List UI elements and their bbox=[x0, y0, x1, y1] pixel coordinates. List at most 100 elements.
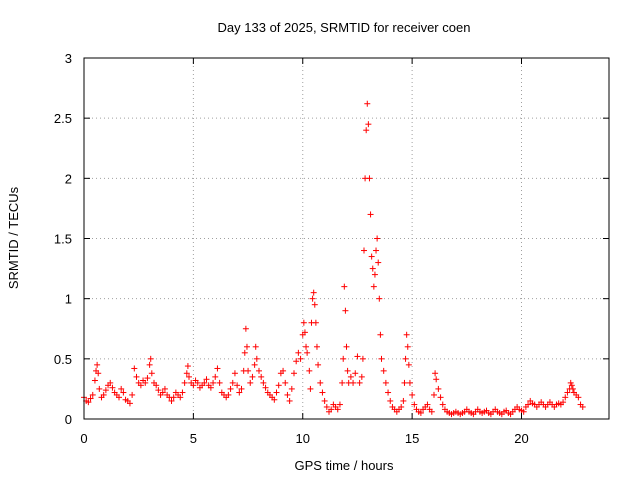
data-point bbox=[85, 399, 92, 406]
data-point bbox=[225, 391, 232, 398]
data-point bbox=[207, 384, 214, 391]
data-point bbox=[249, 373, 256, 380]
data-point bbox=[258, 373, 265, 380]
data-point bbox=[253, 355, 260, 362]
x-tick-label: 15 bbox=[405, 431, 419, 446]
data-point bbox=[560, 399, 567, 406]
data-point bbox=[387, 397, 394, 404]
data-point bbox=[256, 367, 262, 374]
x-tick-label: 5 bbox=[190, 431, 197, 446]
data-point bbox=[153, 382, 160, 389]
data-point bbox=[568, 382, 575, 389]
data-point bbox=[319, 389, 326, 396]
data-point bbox=[354, 353, 361, 360]
data-point bbox=[303, 343, 310, 350]
data-point bbox=[520, 408, 527, 415]
data-point bbox=[340, 355, 347, 362]
data-point bbox=[356, 379, 363, 386]
data-point bbox=[342, 307, 349, 314]
x-axis-label: GPS time / hours bbox=[295, 458, 394, 473]
data-point bbox=[411, 401, 418, 408]
data-point bbox=[439, 401, 446, 408]
data-point bbox=[155, 387, 162, 394]
data-point bbox=[100, 391, 107, 398]
data-point bbox=[116, 394, 122, 401]
data-point bbox=[363, 127, 370, 134]
data-point bbox=[334, 406, 341, 413]
data-point bbox=[323, 403, 330, 410]
data-point bbox=[89, 391, 96, 398]
data-point bbox=[328, 406, 335, 413]
data-point bbox=[227, 385, 234, 392]
y-tick-label: 0.5 bbox=[54, 352, 72, 367]
data-point bbox=[184, 363, 191, 370]
data-point bbox=[376, 295, 383, 302]
data-point bbox=[309, 295, 316, 302]
data-point bbox=[311, 301, 318, 308]
data-point bbox=[382, 379, 389, 386]
data-point bbox=[365, 121, 372, 128]
data-point bbox=[144, 375, 151, 382]
data-point bbox=[315, 361, 322, 368]
data-point bbox=[321, 397, 328, 404]
data-point bbox=[562, 394, 569, 401]
data-point bbox=[385, 389, 392, 396]
data-point bbox=[282, 379, 289, 386]
data-point bbox=[306, 367, 313, 374]
data-point bbox=[234, 382, 241, 389]
data-point bbox=[378, 355, 385, 362]
data-point bbox=[170, 394, 177, 401]
data-point bbox=[417, 409, 424, 416]
data-point bbox=[564, 389, 571, 396]
y-tick-label: 3 bbox=[65, 51, 72, 66]
data-point bbox=[133, 373, 140, 380]
data-point bbox=[242, 325, 249, 332]
data-point bbox=[575, 394, 582, 401]
data-point bbox=[96, 385, 103, 392]
data-point bbox=[336, 401, 343, 408]
data-point bbox=[118, 385, 125, 392]
data-point bbox=[247, 379, 254, 386]
data-point bbox=[236, 389, 243, 396]
data-point bbox=[437, 394, 444, 401]
data-point bbox=[380, 367, 387, 374]
data-point bbox=[212, 373, 219, 380]
data-point bbox=[347, 373, 354, 380]
x-tick-label: 10 bbox=[296, 431, 310, 446]
data-point bbox=[432, 370, 439, 377]
data-point bbox=[359, 355, 366, 362]
data-point bbox=[271, 396, 278, 403]
grid-lines bbox=[84, 58, 609, 419]
data-point bbox=[181, 379, 188, 386]
data-point bbox=[373, 247, 380, 254]
data-point bbox=[358, 373, 365, 380]
data-point bbox=[179, 389, 186, 396]
data-point bbox=[214, 365, 221, 372]
data-point bbox=[312, 319, 319, 326]
data-point bbox=[194, 379, 201, 386]
data-point bbox=[201, 379, 208, 386]
data-point bbox=[404, 343, 411, 350]
data-point bbox=[210, 379, 217, 386]
data-point bbox=[317, 379, 324, 386]
data-point bbox=[245, 367, 252, 374]
data-point bbox=[87, 395, 94, 402]
data-point bbox=[350, 379, 357, 386]
data-point bbox=[304, 349, 311, 356]
data-point bbox=[107, 379, 114, 386]
data-point bbox=[147, 355, 154, 362]
data-point bbox=[398, 403, 405, 410]
plot-frame bbox=[83, 57, 610, 420]
data-point bbox=[238, 385, 245, 392]
data-point bbox=[402, 355, 409, 362]
data-point bbox=[295, 349, 302, 356]
data-point bbox=[310, 289, 317, 296]
data-point bbox=[374, 235, 381, 242]
data-point bbox=[203, 376, 210, 383]
data-point bbox=[371, 271, 378, 278]
data-point bbox=[216, 379, 223, 386]
data-point bbox=[293, 358, 300, 365]
data-point bbox=[252, 343, 259, 350]
data-point bbox=[94, 361, 101, 368]
